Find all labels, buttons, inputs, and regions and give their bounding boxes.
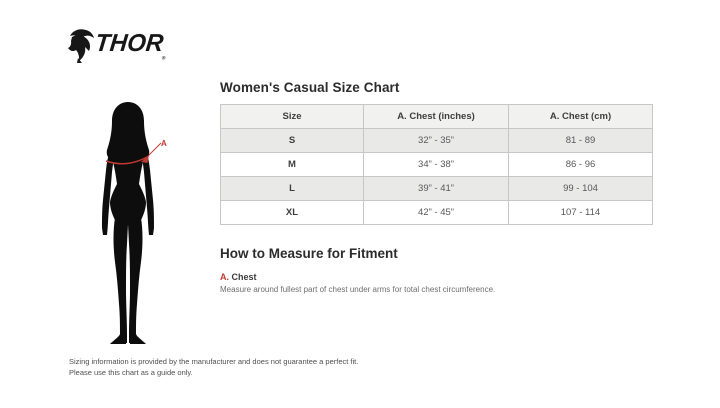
size-value: M (220, 152, 364, 177)
brand-logo-text: THOR® (93, 29, 166, 61)
measure-item-key: A. (220, 272, 229, 282)
table-row: M 34” - 38” 86 - 96 (220, 152, 653, 177)
chest-inches-value: 39” - 41” (363, 176, 509, 201)
disclaimer-line-1: Sizing information is provided by the ma… (69, 357, 359, 366)
sizing-disclaimer: Sizing information is provided by the ma… (69, 356, 358, 378)
size-value: XL (220, 200, 364, 225)
column-header-size: Size (220, 104, 364, 129)
column-header-chest-cm: A. Chest (cm) (508, 104, 653, 129)
chest-inches-value: 32” - 35” (363, 128, 509, 153)
chest-cm-value: 86 - 96 (508, 152, 653, 177)
measure-item-description: Measure around fullest part of chest und… (220, 285, 496, 294)
disclaimer-line-2: Please use this chart as a guide only. (69, 368, 193, 377)
measure-item-chest: A. Chest Measure around fullest part of … (220, 272, 652, 295)
measure-section-title: How to Measure for Fitment (220, 246, 398, 261)
thor-helmet-icon (68, 28, 94, 64)
measurement-figure: A (95, 96, 171, 348)
table-row: L 39” - 41” 99 - 104 (220, 176, 653, 201)
column-header-chest-inches: A. Chest (inches) (363, 104, 509, 129)
size-chart-table: Size A. Chest (inches) A. Chest (cm) S 3… (220, 104, 653, 225)
chest-inches-value: 34” - 38” (363, 152, 509, 177)
measure-item-name: Chest (231, 272, 257, 282)
chest-measure-line: A (105, 139, 167, 165)
chest-measure-label: A (161, 139, 167, 148)
chest-cm-value: 107 - 114 (508, 200, 653, 225)
chest-cm-value: 81 - 89 (508, 128, 653, 153)
size-value: L (220, 176, 364, 201)
chest-inches-value: 42” - 45” (363, 200, 509, 225)
size-chart-title: Women's Casual Size Chart (220, 80, 400, 95)
size-value: S (220, 128, 364, 153)
table-row: S 32” - 35” 81 - 89 (220, 128, 653, 153)
female-silhouette-illustration: A (102, 102, 167, 344)
table-header-row: Size A. Chest (inches) A. Chest (cm) (220, 104, 653, 129)
table-row: XL 42” - 45” 107 - 114 (220, 200, 653, 225)
brand-logo: THOR® (68, 28, 167, 64)
chest-cm-value: 99 - 104 (508, 176, 653, 201)
trademark-mark: ® (161, 54, 166, 61)
size-chart-content: Women's Casual Size Chart Size A. Chest … (220, 80, 653, 295)
measure-item-label: A. Chest (220, 272, 652, 282)
